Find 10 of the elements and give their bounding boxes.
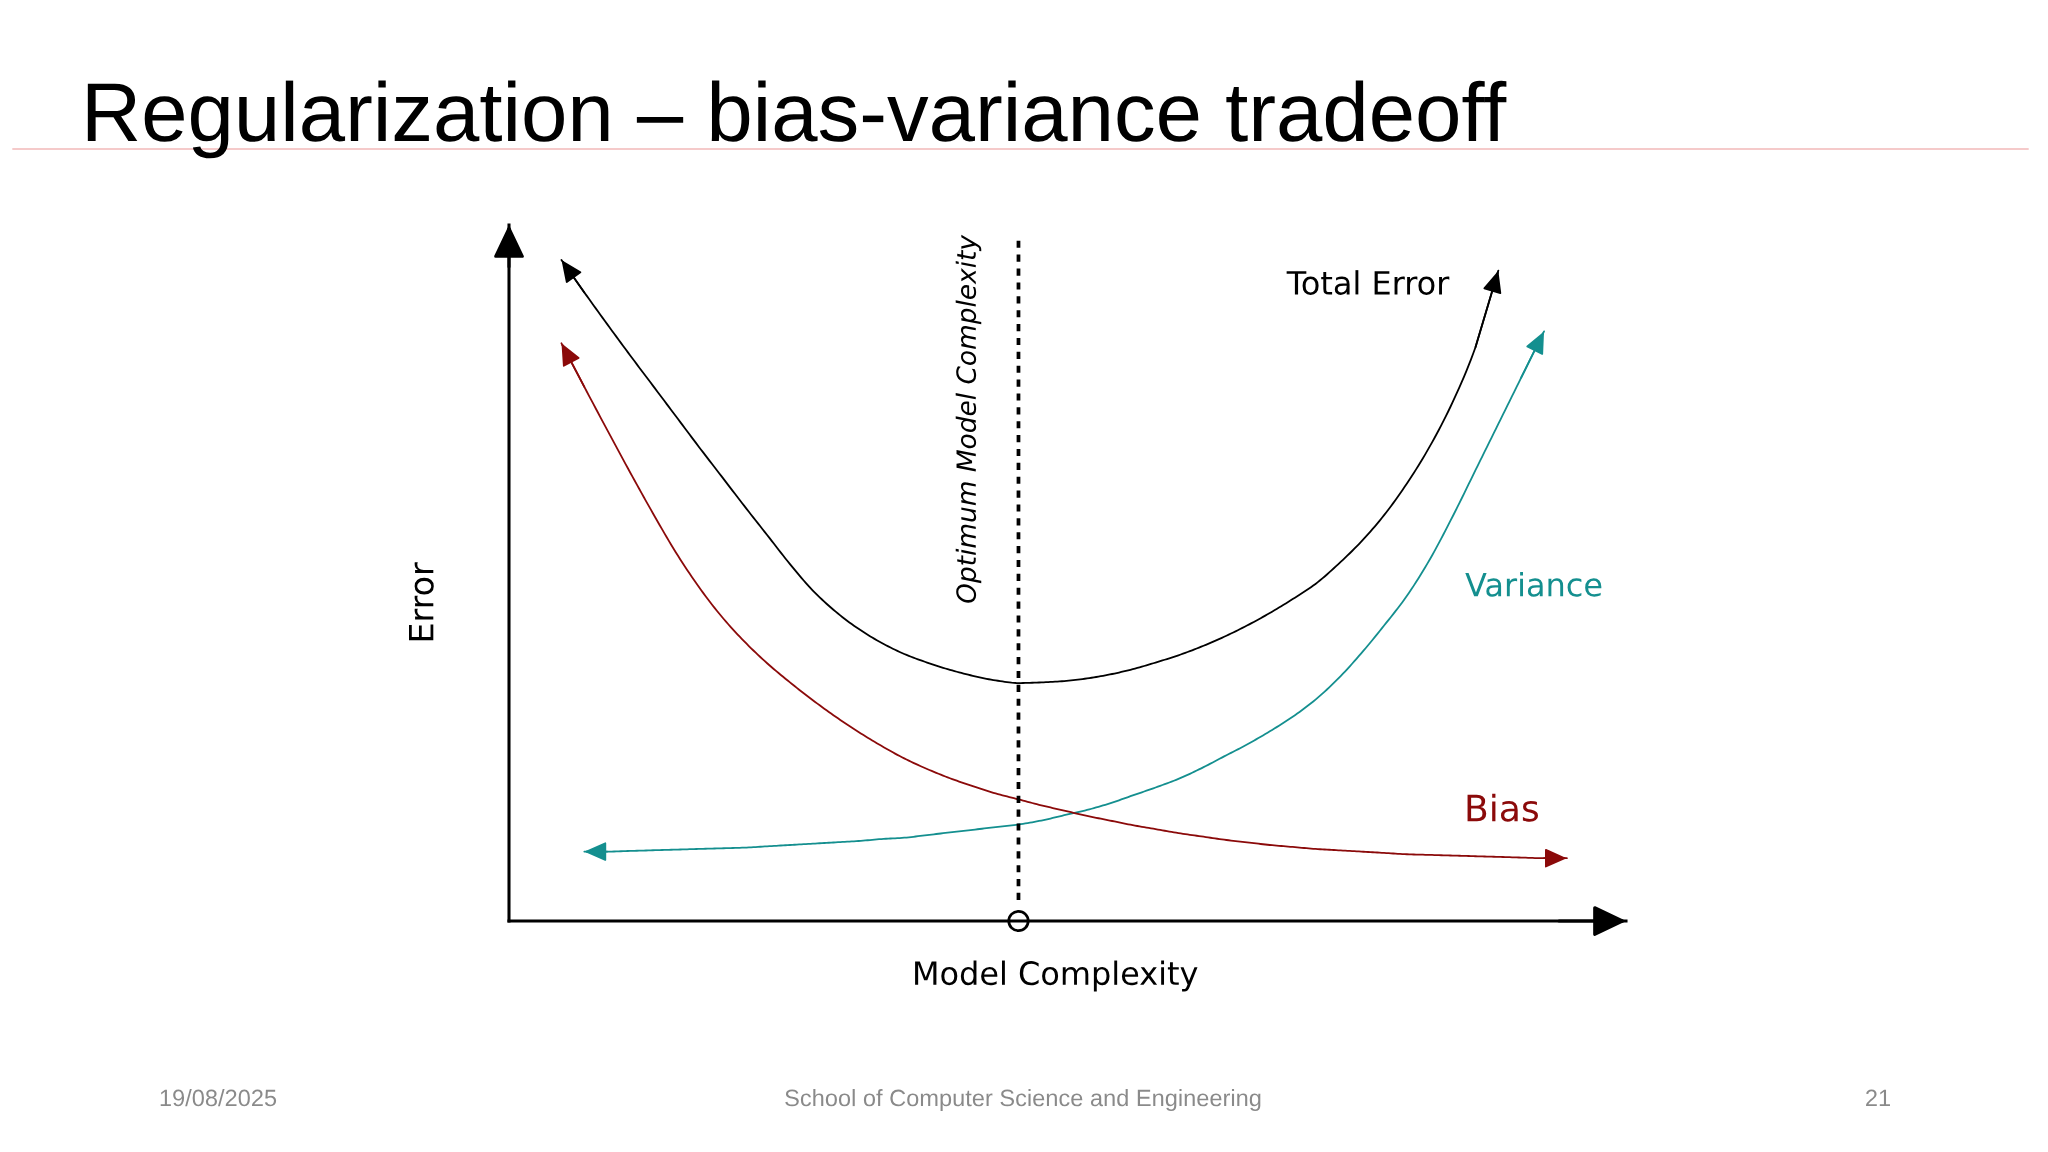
text: 19/08/2025	[160, 1088, 277, 1107]
legend-label: Total Error	[1286, 270, 1450, 295]
x-axis-title: Model Complexity	[915, 960, 1198, 992]
chart-title: Regularization – bias-variance tradeoff	[87, 80, 1507, 159]
text: 21	[1866, 1089, 1890, 1107]
series-label: Bias	[1467, 793, 1538, 822]
y-axis-title: Error	[409, 562, 434, 641]
text: School of Computer Science and Engineering	[785, 1088, 1261, 1112]
annotation: Optimum Model Complexity	[955, 234, 982, 603]
series-label: Variance	[1465, 571, 1602, 597]
